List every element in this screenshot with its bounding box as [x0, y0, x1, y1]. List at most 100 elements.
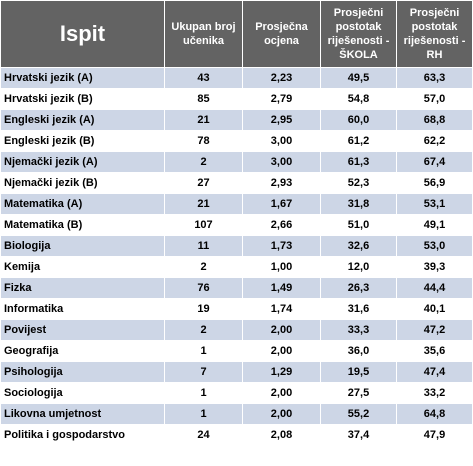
cell-exam: Matematika (A): [0, 193, 165, 215]
cell-exam: Fizka: [0, 277, 165, 299]
cell-pct-rh: 56,9: [396, 172, 473, 194]
cell-pct-rh: 47,9: [396, 424, 473, 446]
cell-pct-school: 49,5: [320, 67, 397, 89]
header-students: Ukupan broj učenika: [164, 0, 243, 68]
cell-pct-rh: 35,6: [396, 340, 473, 362]
cell-students: 11: [164, 235, 243, 257]
cell-pct-rh: 67,4: [396, 151, 473, 173]
cell-exam: Geografija: [0, 340, 165, 362]
table-row: Sociologija 1 2,00 27,5 33,2: [0, 382, 473, 404]
cell-students: 24: [164, 424, 243, 446]
cell-exam: Engleski jezik (B): [0, 130, 165, 152]
cell-pct-rh: 47,4: [396, 361, 473, 383]
table-row: Matematika (B) 107 2,66 51,0 49,1: [0, 214, 473, 236]
cell-pct-rh: 39,3: [396, 256, 473, 278]
cell-students: 2: [164, 256, 243, 278]
cell-exam: Psihologija: [0, 361, 165, 383]
table-body: Hrvatski jezik (A) 43 2,23 49,5 63,3 Hrvatski…: [0, 67, 473, 446]
cell-students: 1: [164, 382, 243, 404]
cell-exam: Povijest: [0, 319, 165, 341]
cell-pct-school: 61,3: [320, 151, 397, 173]
cell-students: 43: [164, 67, 243, 89]
cell-exam: Politika i gospodarstvo: [0, 424, 165, 446]
table-row: Hrvatski jezik (B) 85 2,79 54,8 57,0: [0, 88, 473, 110]
table-row: Njemački jezik (B) 27 2,93 52,3 56,9: [0, 172, 473, 194]
cell-students: 107: [164, 214, 243, 236]
cell-pct-school: 31,6: [320, 298, 397, 320]
cell-students: 1: [164, 340, 243, 362]
header-pct-school: Prosječni postotak riješenosti - ŠKOLA: [320, 0, 397, 68]
cell-students: 76: [164, 277, 243, 299]
cell-avg-grade: 2,00: [242, 319, 321, 341]
cell-pct-rh: 62,2: [396, 130, 473, 152]
cell-avg-grade: 2,66: [242, 214, 321, 236]
cell-pct-school: 27,5: [320, 382, 397, 404]
cell-exam: Informatika: [0, 298, 165, 320]
table-row: Kemija 2 1,00 12,0 39,3: [0, 256, 473, 278]
cell-avg-grade: 3,00: [242, 130, 321, 152]
cell-avg-grade: 2,00: [242, 382, 321, 404]
cell-pct-rh: 57,0: [396, 88, 473, 110]
cell-exam: Hrvatski jezik (B): [0, 88, 165, 110]
cell-pct-school: 55,2: [320, 403, 397, 425]
cell-avg-grade: 3,00: [242, 151, 321, 173]
header-pct-rh: Prosječni postotak riješenosti - RH: [396, 0, 473, 68]
cell-students: 21: [164, 109, 243, 131]
cell-pct-school: 31,8: [320, 193, 397, 215]
cell-pct-school: 12,0: [320, 256, 397, 278]
cell-exam: Hrvatski jezik (A): [0, 67, 165, 89]
cell-avg-grade: 1,74: [242, 298, 321, 320]
cell-pct-school: 19,5: [320, 361, 397, 383]
table-row: Likovna umjetnost 1 2,00 55,2 64,8: [0, 403, 473, 425]
table-row: Engleski jezik (B) 78 3,00 61,2 62,2: [0, 130, 473, 152]
cell-exam: Njemački jezik (B): [0, 172, 165, 194]
cell-avg-grade: 2,00: [242, 403, 321, 425]
cell-exam: Njemački jezik (A): [0, 151, 165, 173]
cell-pct-rh: 64,8: [396, 403, 473, 425]
cell-exam: Matematika (B): [0, 214, 165, 236]
cell-exam: Biologija: [0, 235, 165, 257]
cell-pct-school: 32,6: [320, 235, 397, 257]
cell-avg-grade: 2,95: [242, 109, 321, 131]
cell-avg-grade: 1,00: [242, 256, 321, 278]
table-row: Engleski jezik (A) 21 2,95 60,0 68,8: [0, 109, 473, 131]
cell-students: 78: [164, 130, 243, 152]
table-row: Biologija 11 1,73 32,6 53,0: [0, 235, 473, 257]
cell-pct-rh: 47,2: [396, 319, 473, 341]
table-row: Fizka 76 1,49 26,3 44,4: [0, 277, 473, 299]
cell-pct-school: 60,0: [320, 109, 397, 131]
cell-avg-grade: 2,23: [242, 67, 321, 89]
header-row: Ispit Ukupan broj učenika Prosječna ocje…: [0, 0, 473, 68]
cell-students: 2: [164, 151, 243, 173]
cell-students: 1: [164, 403, 243, 425]
cell-avg-grade: 1,29: [242, 361, 321, 383]
cell-avg-grade: 1,49: [242, 277, 321, 299]
cell-avg-grade: 2,79: [242, 88, 321, 110]
cell-pct-rh: 33,2: [396, 382, 473, 404]
cell-pct-rh: 53,0: [396, 235, 473, 257]
table-row: Geografija 1 2,00 36,0 35,6: [0, 340, 473, 362]
cell-exam: Likovna umjetnost: [0, 403, 165, 425]
cell-students: 27: [164, 172, 243, 194]
cell-pct-rh: 68,8: [396, 109, 473, 131]
cell-pct-school: 54,8: [320, 88, 397, 110]
table-row: Psihologija 7 1,29 19,5 47,4: [0, 361, 473, 383]
cell-pct-school: 52,3: [320, 172, 397, 194]
cell-students: 7: [164, 361, 243, 383]
cell-pct-school: 61,2: [320, 130, 397, 152]
cell-avg-grade: 1,67: [242, 193, 321, 215]
table-row: Politika i gospodarstvo 24 2,08 37,4 47,9: [0, 424, 473, 446]
results-table: Ispit Ukupan broj učenika Prosječna ocje…: [0, 0, 473, 446]
cell-pct-rh: 49,1: [396, 214, 473, 236]
table-row: Informatika 19 1,74 31,6 40,1: [0, 298, 473, 320]
cell-pct-rh: 40,1: [396, 298, 473, 320]
cell-students: 21: [164, 193, 243, 215]
cell-students: 85: [164, 88, 243, 110]
cell-avg-grade: 2,93: [242, 172, 321, 194]
cell-pct-school: 37,4: [320, 424, 397, 446]
cell-pct-school: 33,3: [320, 319, 397, 341]
cell-pct-school: 51,0: [320, 214, 397, 236]
cell-exam: Sociologija: [0, 382, 165, 404]
cell-exam: Engleski jezik (A): [0, 109, 165, 131]
cell-pct-rh: 53,1: [396, 193, 473, 215]
